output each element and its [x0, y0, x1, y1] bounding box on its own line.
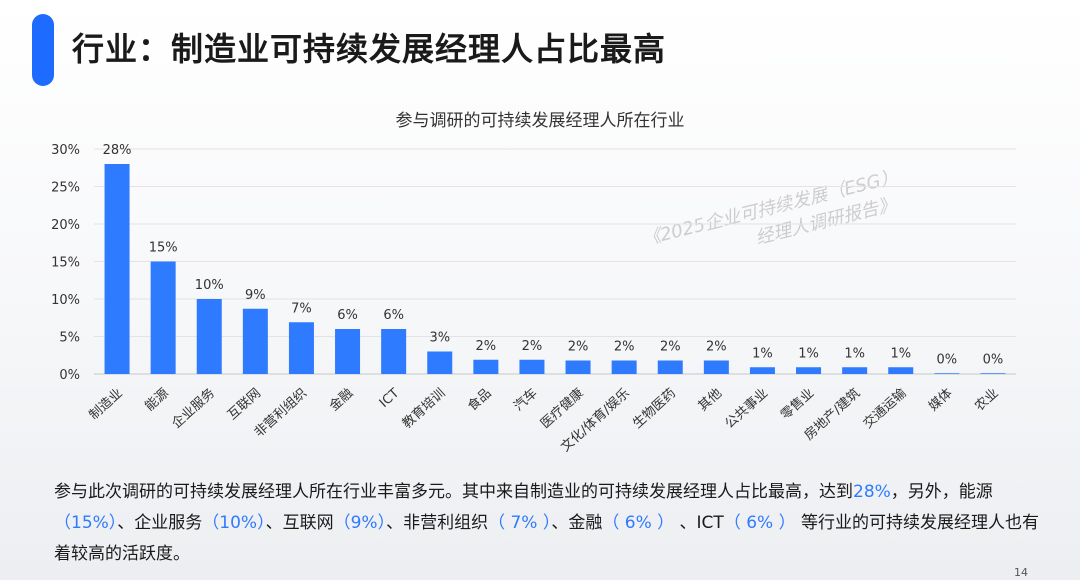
x-tick-label: 零售业 — [778, 385, 818, 423]
description-text: 等行业的可持续发展经理人也有着较高的活跃度。 — [54, 513, 1039, 564]
data-label: 1% — [844, 346, 865, 361]
data-label: 0% — [937, 352, 958, 367]
description-text: ，另外，能源 — [890, 482, 993, 502]
x-tick-label: 制造业 — [87, 386, 126, 423]
data-label: 9% — [245, 288, 266, 303]
data-label: 2% — [706, 340, 727, 355]
bar — [473, 359, 499, 374]
x-tick-label: 汽车 — [511, 385, 541, 414]
data-label: 1% — [798, 346, 819, 361]
bar — [611, 360, 637, 374]
description-text: 、ICT — [674, 513, 724, 533]
description-text: 、非营利组织 — [386, 513, 489, 533]
data-label: 0% — [983, 352, 1004, 367]
bar — [934, 373, 960, 374]
x-tick-label: 农业 — [972, 386, 1001, 415]
x-tick-label: 能源 — [142, 386, 171, 415]
y-tick-label: 20% — [51, 218, 80, 233]
y-tick-label: 10% — [51, 293, 80, 308]
bar — [519, 359, 545, 374]
bar — [427, 351, 453, 374]
y-tick-label: 15% — [51, 256, 80, 271]
bar — [749, 367, 775, 374]
data-label: 1% — [890, 346, 911, 361]
x-tick-label: 企业服务 — [169, 385, 218, 432]
x-tick-label: 金融 — [326, 385, 356, 414]
industry-bar-chart: 0% 5% 10% 15% 20% 25% 30% 28% 制造业 15% 能源 10% 企业服务 9% 互… — [51, 143, 1016, 455]
x-tick-label: 食品 — [464, 385, 494, 414]
bar — [565, 360, 591, 374]
highlight-finance: （ 6% ） — [602, 513, 675, 533]
x-tick-label: 媒体 — [926, 386, 955, 415]
highlight-manufacturing: 28% — [853, 482, 891, 502]
data-label: 2% — [522, 339, 543, 354]
description-text: 、金融 — [551, 513, 603, 533]
data-label: 6% — [337, 308, 358, 323]
x-tick-label: 其他 — [696, 386, 725, 415]
x-tick-label: 生物医药 — [630, 386, 679, 432]
bar — [980, 373, 1006, 374]
title-accent-bar — [32, 14, 54, 86]
y-tick-label: 5% — [59, 331, 80, 346]
page-number: 14 — [1014, 566, 1028, 579]
y-tick-label: 25% — [51, 181, 80, 196]
data-label: 2% — [660, 340, 681, 355]
page-title: 行业：制造业可持续发展经理人占比最高 — [72, 30, 667, 68]
highlight-nonprofit: （ 7% ） — [488, 513, 552, 533]
bar — [796, 367, 822, 374]
x-tick-label: ICT — [377, 386, 403, 411]
highlight-enterprise-services: （10%） — [202, 513, 266, 533]
bar — [657, 360, 683, 374]
x-tick-label: 交通运输 — [860, 385, 909, 432]
highlight-internet: （9%） — [333, 513, 387, 533]
data-label: 6% — [383, 308, 404, 323]
bar — [703, 360, 729, 374]
description-text: 、企业服务 — [117, 513, 203, 533]
bar — [150, 261, 176, 374]
bar — [196, 299, 222, 374]
y-tick-label: 0% — [59, 368, 80, 383]
bar — [104, 164, 130, 374]
data-label: 7% — [291, 301, 312, 316]
highlight-ict: （ 6% ） — [723, 513, 796, 533]
bar — [381, 329, 407, 374]
x-tick-label: 教育培训 — [399, 385, 448, 432]
data-label: 28% — [103, 143, 132, 158]
y-tick-label: 30% — [51, 143, 80, 158]
data-label: 2% — [614, 340, 635, 355]
x-tick-label: 互联网 — [225, 386, 264, 423]
data-label: 10% — [195, 278, 224, 293]
bar — [288, 322, 314, 374]
data-label: 1% — [752, 346, 773, 361]
x-tick-label: 公共事业 — [722, 386, 771, 432]
data-label: 15% — [149, 241, 178, 256]
bar — [335, 329, 361, 374]
data-label: 3% — [429, 331, 450, 346]
bar — [842, 367, 868, 374]
bar — [888, 367, 914, 374]
bar — [242, 308, 268, 374]
data-label: 2% — [568, 340, 589, 355]
data-label: 2% — [476, 339, 497, 354]
description-text: 参与此次调研的可持续发展经理人所在行业丰富多元。其中来自制造业的可持续发展经理人… — [54, 482, 853, 502]
highlight-energy: （15%） — [54, 513, 118, 533]
description-paragraph: 参与此次调研的可持续发展经理人所在行业丰富多元。其中来自制造业的可持续发展经理人… — [54, 477, 1044, 570]
description-text: 、互联网 — [265, 513, 334, 533]
chart-title: 参与调研的可持续发展经理人所在行业 — [395, 111, 685, 131]
